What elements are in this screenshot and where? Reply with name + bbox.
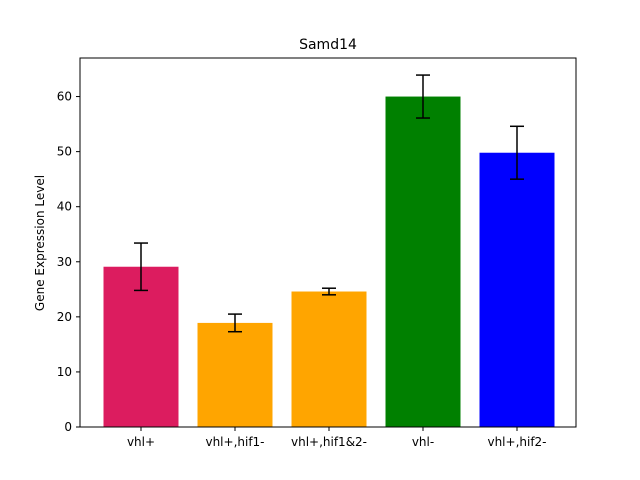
x-ticks-group: vhl+ vhl+,hif1- vhl+,hif1&2- vhl-vhl+,hif2- [127,427,547,449]
y-tick-label: 20 [57,310,72,324]
error-bar-2 [322,287,336,296]
error-bar-1 [228,313,242,333]
error-bar-3 [416,74,430,119]
error-bar-4 [510,125,524,180]
x-tick-label: vhl+ [127,435,155,449]
y-axis-label: Gene Expression Level [33,175,47,311]
bar-1 [197,322,273,427]
x-tick-label: vhl+,hif1&2- [291,435,367,449]
bars-group [103,96,555,427]
chart-title: Samd14 [299,37,357,53]
y-tick-label: 10 [57,365,72,379]
x-tick-label: vhl+,hif1- [205,435,264,449]
y-tick-label: 60 [57,90,72,104]
bar-4 [479,152,555,427]
x-tick-label: vhl+,hif2- [487,435,546,449]
error-bars-group [134,74,524,333]
y-tick-label: 40 [57,200,72,214]
y-tick-label: 0 [64,420,72,434]
plot-frame [79,57,577,428]
error-bar-0 [134,242,148,292]
x-tick-label: vhl- [412,435,434,449]
bar-0 [103,266,179,427]
bar-2 [291,291,367,427]
bar-3 [385,96,461,427]
y-tick-label: 30 [57,255,72,269]
y-ticks-group: 0 10 20 30 40 50 60 [57,90,80,434]
y-tick-label: 50 [57,145,72,159]
